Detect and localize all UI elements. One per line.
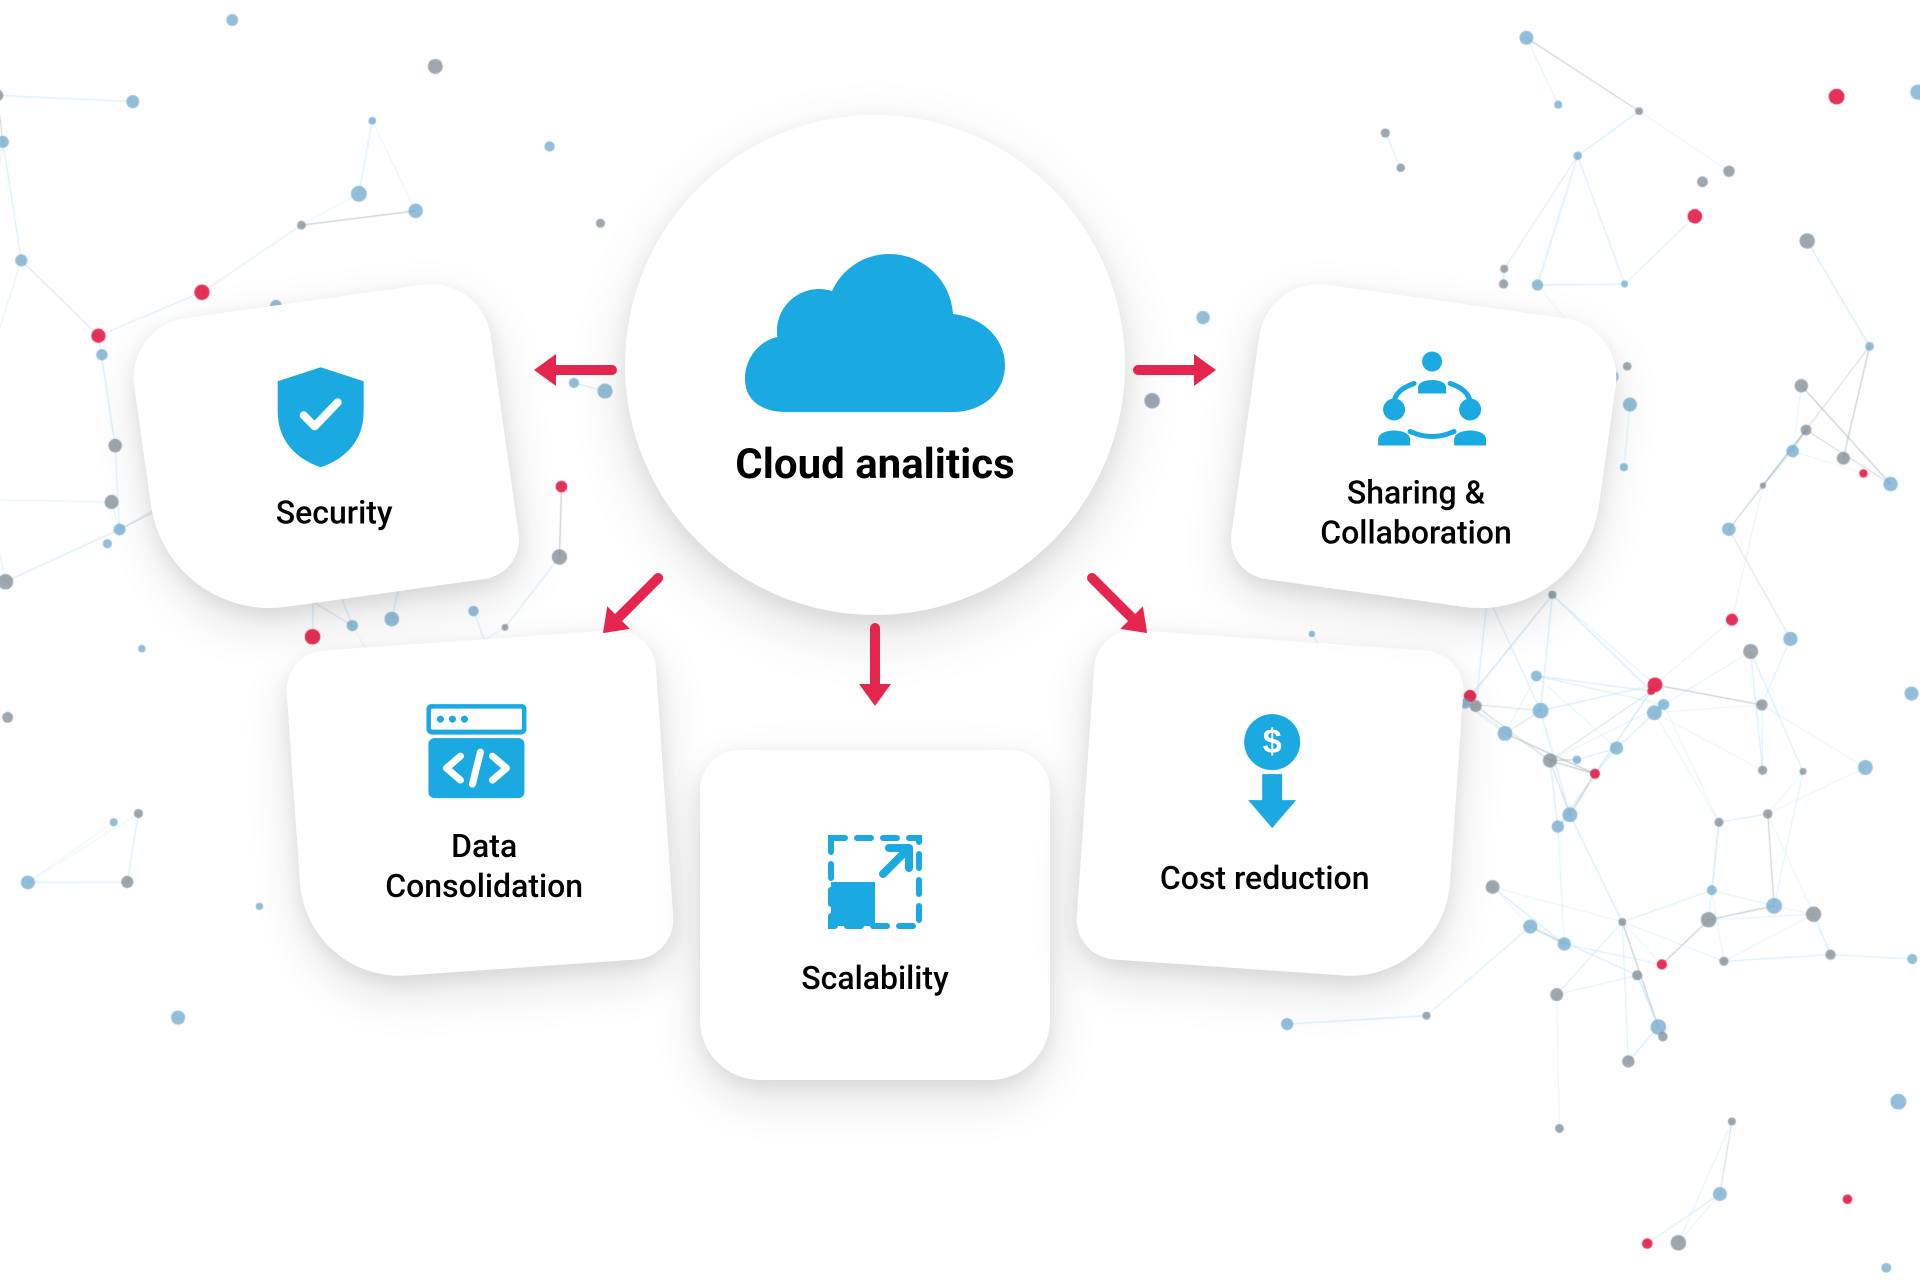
- arrow-left: [504, 340, 642, 400]
- arrow-down: [845, 598, 905, 736]
- arrow-right: [1108, 340, 1246, 400]
- radial-diagram: Cloud analitics Security Data Consolidat…: [0, 0, 1920, 1280]
- petal-data-consolidation: Data Consolidation: [284, 627, 676, 982]
- arrow-down-right: [1062, 548, 1177, 663]
- petal-sharing-collaboration: Sharing & Collaboration: [1226, 276, 1624, 623]
- svg-text:$: $: [1263, 723, 1282, 761]
- center-title: Cloud analitics: [735, 440, 1014, 489]
- petal-label: Scalability: [801, 958, 949, 998]
- dollar-down-icon: $: [1232, 712, 1312, 836]
- shield-icon: [276, 367, 366, 471]
- code-window-icon: [426, 704, 526, 804]
- petal-scalability: Scalability: [700, 750, 1050, 1080]
- petal-security: Security: [126, 276, 524, 623]
- petal-label: Data Consolidation: [385, 826, 583, 906]
- arrow-down-left: [573, 548, 688, 663]
- cloud-icon: [745, 242, 1005, 416]
- petal-label: Security: [275, 492, 392, 532]
- scale-icon: [825, 832, 925, 936]
- petal-label: Cost reduction: [1160, 858, 1370, 898]
- petal-label: Sharing & Collaboration: [1320, 472, 1512, 552]
- people-icon: [1372, 347, 1492, 451]
- center-node: Cloud analitics: [625, 115, 1125, 615]
- petal-cost-reduction: $ Cost reduction: [1074, 627, 1466, 982]
